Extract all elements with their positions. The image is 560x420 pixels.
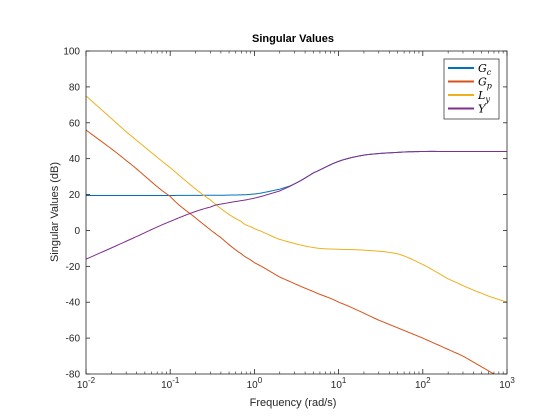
y-tick-label: 60 — [69, 118, 81, 129]
x-tick-label: 102 — [415, 376, 431, 391]
chart-title: Singular Values — [252, 33, 334, 45]
y-tick-label: -20 — [66, 262, 81, 273]
y-tick-label: 80 — [69, 82, 81, 93]
x-tick-label: 100 — [247, 376, 263, 391]
x-tick-label: 10-1 — [161, 376, 180, 391]
y-tick-label: 100 — [63, 47, 80, 58]
y-tick-label: 0 — [74, 226, 80, 237]
legend-entry: Y — [478, 103, 487, 116]
x-tick-label: 103 — [499, 376, 515, 391]
y-tick-label: -60 — [66, 334, 81, 345]
y-tick-label: 20 — [69, 190, 81, 201]
axes-layer: -80 -60 -40 -20 0 20 40 60 80 100 10-2 10-1 100 101 10… — [63, 47, 515, 392]
series-line-g-p — [86, 129, 495, 374]
x-tick-label: 10-2 — [77, 376, 96, 391]
y-axis-label: Singular Values (dB) — [49, 162, 61, 262]
legend-entry: Gc — [478, 62, 492, 77]
legend-entry: Gp — [478, 76, 492, 91]
series-line-y — [86, 150, 507, 260]
y-tick-label: 40 — [69, 154, 81, 165]
axes-box — [85, 50, 508, 375]
x-axis-label: Frequency (rad/s) — [250, 397, 337, 409]
legend-entry: Ly — [477, 89, 490, 104]
plot-area — [86, 51, 507, 374]
y-tick-label: -40 — [66, 298, 81, 309]
series-line-l-y — [86, 95, 507, 303]
y-tick-label: -80 — [66, 370, 81, 381]
x-tick-label: 101 — [331, 376, 347, 391]
plot-background — [86, 51, 507, 374]
series-layer — [86, 95, 507, 374]
